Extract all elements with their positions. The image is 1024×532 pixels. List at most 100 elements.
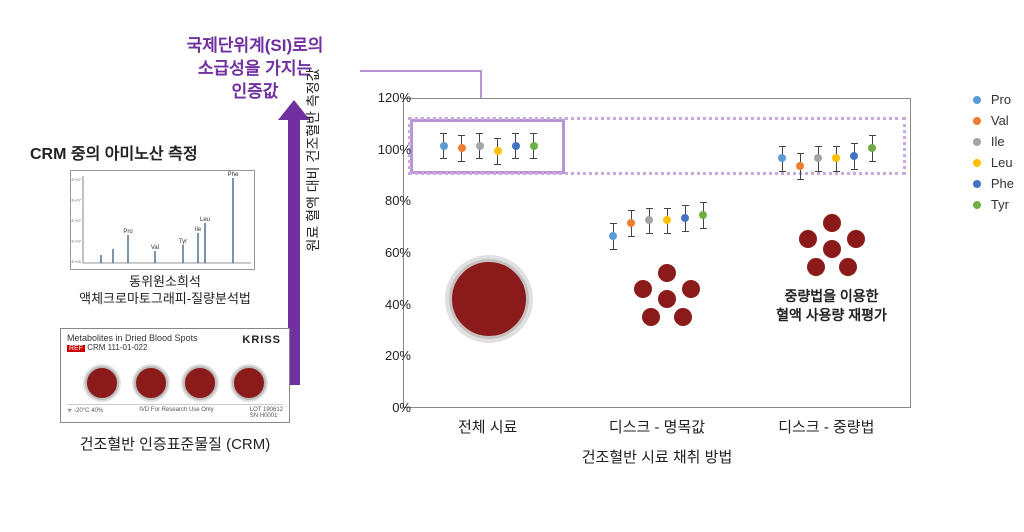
error-cap bbox=[458, 135, 465, 136]
legend-swatch bbox=[973, 159, 981, 167]
svg-text:1.E+07: 1.E+07 bbox=[71, 239, 82, 244]
error-cap bbox=[494, 138, 501, 139]
error-cap bbox=[664, 208, 671, 209]
y-tick: 0% bbox=[371, 400, 411, 415]
legend-item: Phe bbox=[973, 176, 1014, 191]
method-line2: 액체크로마토그래피-질량분석법 bbox=[79, 291, 251, 306]
svg-text:Phe: Phe bbox=[228, 172, 239, 178]
mass-spectrum: 4.E+073.E+072.E+071.E+070.E+00ProValTyrI… bbox=[70, 170, 255, 270]
legend-label: Phe bbox=[991, 176, 1014, 191]
error-cap bbox=[610, 249, 617, 250]
footer-left: ☣ -20°C 40% bbox=[67, 407, 103, 419]
error-cap bbox=[512, 158, 519, 159]
legend: Pro Val Ile Leu Phe Tyr bbox=[973, 92, 1014, 218]
data-point bbox=[512, 142, 520, 150]
legend-label: Pro bbox=[991, 92, 1011, 107]
left-panel: CRM 중의 아미노산 측정 4.E+073.E+072.E+071.E+070… bbox=[30, 140, 300, 454]
x-category-label: 디스크 - 명목값 bbox=[582, 416, 732, 437]
svg-text:Leu: Leu bbox=[200, 217, 210, 223]
crm-spots-row bbox=[67, 366, 283, 400]
data-point bbox=[609, 232, 617, 240]
ref-badge: REF bbox=[67, 345, 85, 352]
error-cap bbox=[700, 228, 707, 229]
legend-swatch bbox=[973, 201, 981, 209]
blood-spot bbox=[232, 366, 266, 400]
data-point bbox=[530, 142, 538, 150]
error-cap bbox=[476, 158, 483, 159]
y-axis-label: 원료 혈액 대비 건조혈반 측정값 bbox=[303, 60, 323, 260]
title-connector-h bbox=[360, 70, 480, 72]
data-point bbox=[458, 144, 466, 152]
error-cap bbox=[440, 158, 447, 159]
legend-item: Val bbox=[973, 113, 1014, 128]
error-cap bbox=[610, 223, 617, 224]
legend-swatch bbox=[973, 180, 981, 188]
svg-text:2.E+07: 2.E+07 bbox=[71, 218, 82, 223]
disk-sample-icon-1 bbox=[634, 264, 704, 334]
method-line1: 동위원소희석 bbox=[129, 274, 201, 289]
svg-text:0.E+00: 0.E+00 bbox=[71, 259, 82, 264]
crm-card-footer: ☣ -20°C 40% IVD For Research Use Only LO… bbox=[67, 404, 283, 419]
error-cap bbox=[458, 161, 465, 162]
error-cap bbox=[700, 202, 707, 203]
error-cap bbox=[628, 210, 635, 211]
data-point bbox=[627, 219, 635, 227]
error-cap bbox=[833, 146, 840, 147]
ref-number: CRM 111-01-022 bbox=[87, 343, 147, 352]
legend-swatch bbox=[973, 117, 981, 125]
error-cap bbox=[512, 133, 519, 134]
svg-text:Val: Val bbox=[151, 245, 159, 251]
footer-right: LOT 190612 SN H0001 bbox=[250, 407, 283, 419]
blood-spot bbox=[85, 366, 119, 400]
spectrum-svg: 4.E+073.E+072.E+071.E+070.E+00ProValTyrI… bbox=[71, 171, 255, 270]
legend-label: Ile bbox=[991, 134, 1005, 149]
chart-area: 원료 혈액 대비 건조혈반 측정값 bbox=[325, 90, 925, 470]
error-cap bbox=[646, 208, 653, 209]
legend-item: Leu bbox=[973, 155, 1014, 170]
disk-sample-icon-2 bbox=[799, 214, 869, 284]
legend-swatch bbox=[973, 96, 981, 104]
full-sample-icon bbox=[449, 259, 529, 339]
data-point bbox=[681, 214, 689, 222]
crm-brand: KRISS bbox=[242, 334, 281, 346]
y-tick: 120% bbox=[371, 90, 411, 105]
error-cap bbox=[815, 146, 822, 147]
plot-region: 중량법을 이용한혈액 사용량 재평가 bbox=[403, 98, 911, 408]
error-cap bbox=[779, 171, 786, 172]
error-cap bbox=[628, 236, 635, 237]
y-tick: 20% bbox=[371, 348, 411, 363]
error-cap bbox=[797, 179, 804, 180]
error-cap bbox=[646, 233, 653, 234]
crm-card: Metabolites in Dried Blood Spots REF CRM… bbox=[60, 328, 290, 423]
figure-root: 국제단위계(SI)로의소급성을 가지는인증값 CRM 중의 아미노산 측정 4.… bbox=[0, 0, 1024, 532]
data-point bbox=[440, 142, 448, 150]
legend-label: Leu bbox=[991, 155, 1013, 170]
x-axis-label: 건조혈반 시료 채취 방법 bbox=[403, 446, 911, 467]
svg-text:Pro: Pro bbox=[123, 229, 133, 235]
data-point bbox=[645, 216, 653, 224]
error-cap bbox=[530, 158, 537, 159]
footer-mid: IVD For Research Use Only bbox=[139, 407, 213, 419]
data-point bbox=[494, 147, 502, 155]
error-cap bbox=[869, 161, 876, 162]
error-cap bbox=[851, 169, 858, 170]
data-point bbox=[663, 216, 671, 224]
legend-swatch bbox=[973, 138, 981, 146]
error-cap bbox=[494, 164, 501, 165]
error-cap bbox=[682, 205, 689, 206]
legend-item: Tyr bbox=[973, 197, 1014, 212]
y-tick: 80% bbox=[371, 193, 411, 208]
crm-bottom-label: 건조혈반 인증표준물질 (CRM) bbox=[50, 433, 300, 454]
y-tick: 60% bbox=[371, 245, 411, 260]
error-cap bbox=[851, 143, 858, 144]
svg-text:Ile: Ile bbox=[195, 227, 202, 233]
method-label: 동위원소희석 액체크로마토그래피-질량분석법 bbox=[30, 274, 300, 308]
error-cap bbox=[797, 153, 804, 154]
footer-sn: SN H0001 bbox=[250, 413, 278, 419]
legend-label: Val bbox=[991, 113, 1009, 128]
legend-item: Pro bbox=[973, 92, 1014, 107]
svg-text:Tyr: Tyr bbox=[179, 239, 187, 245]
error-cap bbox=[833, 171, 840, 172]
blood-spot bbox=[183, 366, 217, 400]
x-category-label: 디스크 - 중량법 bbox=[751, 416, 901, 437]
